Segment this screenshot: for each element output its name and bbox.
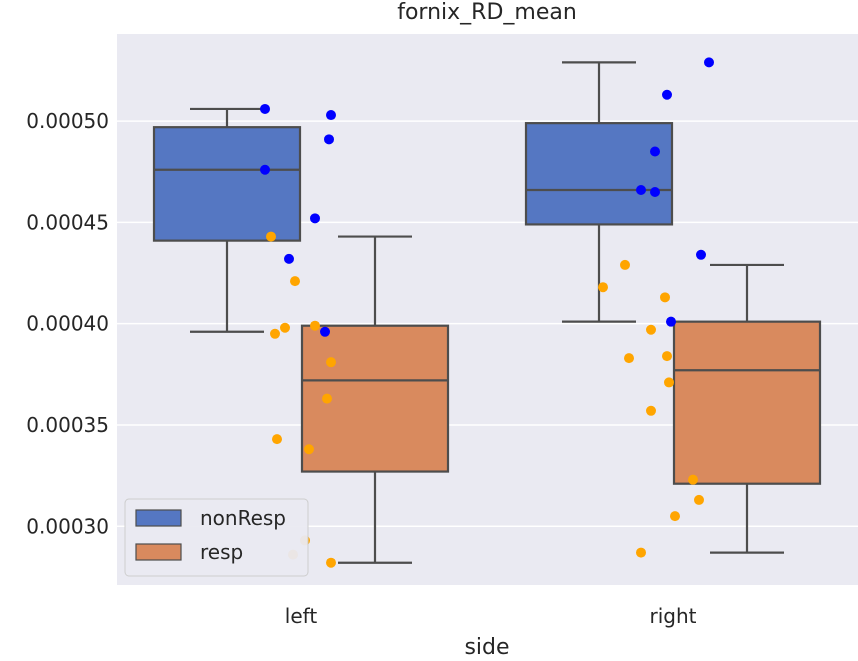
point-resp-right-10 xyxy=(670,511,680,522)
point-nonresp-right-1 xyxy=(662,89,672,100)
x-axis-label: side xyxy=(464,635,509,660)
point-resp-right-2 xyxy=(660,292,670,303)
legend-label-nonresp: nonResp xyxy=(200,506,286,530)
point-resp-left-3 xyxy=(280,322,290,333)
box-resp-right xyxy=(672,320,822,485)
point-resp-left-5 xyxy=(326,357,336,368)
x-tick-labels: left right xyxy=(285,604,697,628)
box-nonresp-left xyxy=(152,126,302,242)
point-resp-right-4 xyxy=(662,351,672,362)
point-nonresp-left-6 xyxy=(320,326,330,337)
data-points xyxy=(260,57,714,568)
boxes xyxy=(152,61,822,564)
point-resp-left-4 xyxy=(270,328,280,339)
point-nonresp-right-5 xyxy=(696,249,706,260)
point-nonresp-left-1 xyxy=(326,110,336,121)
y-tick-label-2: 0.00040 xyxy=(26,312,109,336)
point-resp-right-1 xyxy=(598,282,608,293)
point-resp-left-0 xyxy=(266,231,276,242)
y-tick-label-0: 0.00030 xyxy=(26,514,109,538)
point-resp-right-7 xyxy=(646,405,656,416)
y-tick-label-4: 0.00050 xyxy=(26,109,109,133)
point-nonresp-right-2 xyxy=(650,146,660,157)
point-resp-left-2 xyxy=(310,320,320,331)
legend-swatch-nonresp xyxy=(135,509,182,527)
point-resp-left-8 xyxy=(304,444,314,455)
chart-title: fornix_RD_mean xyxy=(397,0,577,25)
point-nonresp-left-2 xyxy=(324,134,334,145)
point-resp-right-6 xyxy=(664,377,674,388)
point-nonresp-left-4 xyxy=(310,213,320,224)
point-nonresp-right-3 xyxy=(636,184,646,195)
point-resp-right-5 xyxy=(624,353,634,364)
legend-label-resp: resp xyxy=(200,540,243,564)
point-nonresp-left-3 xyxy=(260,164,270,175)
point-resp-left-7 xyxy=(272,434,282,445)
point-resp-left-11 xyxy=(326,557,336,568)
point-resp-right-8 xyxy=(688,474,698,485)
x-tick-label-left: left xyxy=(285,604,318,628)
point-nonresp-left-0 xyxy=(260,103,270,114)
point-resp-left-6 xyxy=(322,393,332,404)
y-tick-label-1: 0.00035 xyxy=(26,413,109,437)
point-resp-right-0 xyxy=(620,259,630,270)
point-resp-right-3 xyxy=(646,324,656,335)
point-nonresp-left-5 xyxy=(284,253,294,264)
y-tick-label-3: 0.00045 xyxy=(26,210,109,234)
legend-swatch-resp xyxy=(135,543,182,561)
point-resp-left-1 xyxy=(290,276,300,287)
plot-area xyxy=(117,34,858,585)
box-nonresp-right xyxy=(524,122,674,226)
point-resp-right-11 xyxy=(636,547,646,558)
point-nonresp-right-0 xyxy=(704,57,714,68)
legend: nonResp resp xyxy=(124,498,309,577)
point-resp-right-9 xyxy=(694,494,704,505)
x-tick-label-right: right xyxy=(650,604,697,628)
point-nonresp-right-6 xyxy=(666,316,676,327)
y-tick-labels: 0.00030 0.00035 0.00040 0.00045 0.00050 xyxy=(26,109,109,538)
point-nonresp-right-4 xyxy=(650,187,660,198)
